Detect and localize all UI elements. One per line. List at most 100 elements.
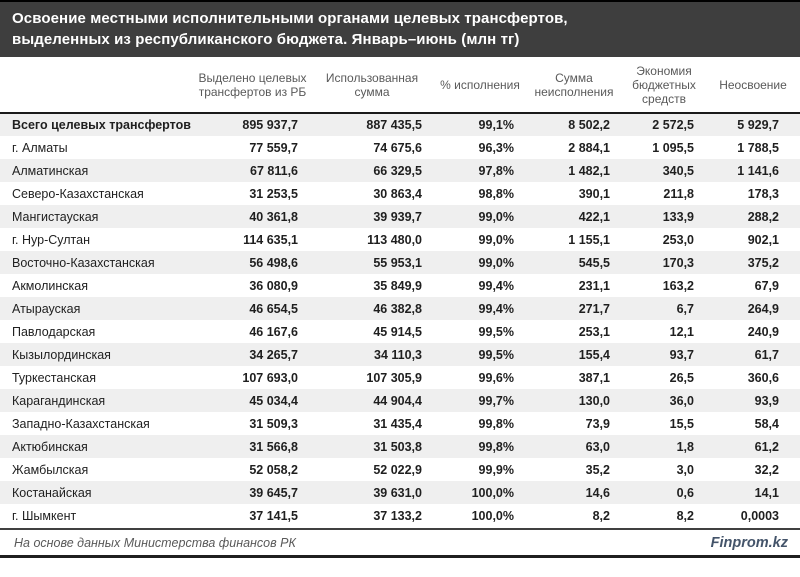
value-cell: 253,1 <box>578 324 610 339</box>
value-cell: 422,1 <box>578 209 610 224</box>
value-cell: 107 305,9 <box>366 370 422 385</box>
table-row: Костанайская 39 645,7 39 631,0 100,0% 14,6 0,… <box>0 481 800 504</box>
value-cell: 114 635,1 <box>243 232 298 247</box>
value-cell: 98,8% <box>478 186 514 201</box>
table-row: Восточно-Казахстанская 56 498,6 55 953,1 99… <box>0 251 800 274</box>
table-row: Мангистауская 40 361,8 39 939,7 99,0% 422,1 1… <box>0 205 800 228</box>
value-cell: 887 435,5 <box>366 118 422 132</box>
table-row: Карагандинская 45 034,4 44 904,4 99,7% 130,0… <box>0 389 800 412</box>
column-header: Неосвоение <box>706 57 800 114</box>
value-cell: 390,1 <box>578 186 610 201</box>
value-cell: 155,4 <box>578 347 610 362</box>
region-cell: Павлодарская <box>12 324 96 339</box>
value-cell: 902,1 <box>747 232 779 247</box>
value-cell: 61,7 <box>754 347 779 362</box>
value-cell: 99,5% <box>478 324 514 339</box>
value-cell: 99,4% <box>478 301 514 316</box>
value-cell: 99,1% <box>478 118 514 132</box>
region-cell: г. Шымкент <box>12 508 77 523</box>
value-cell: 100,0% <box>471 485 514 500</box>
table-row: г. Алматы 77 559,7 74 675,6 96,3% 2 884,1 1 0… <box>0 136 800 159</box>
value-cell: 1 482,1 <box>568 163 610 178</box>
table-row: Кызылординская 34 265,7 34 110,3 99,5% 155,4… <box>0 343 800 366</box>
value-cell: 31 435,4 <box>373 416 422 431</box>
column-header: Использованная сумма <box>310 57 434 114</box>
value-cell: 271,7 <box>578 301 610 316</box>
table-row: г. Нур-Султан 114 635,1 113 480,0 99,0% 1 15… <box>0 228 800 251</box>
value-cell: 133,9 <box>662 209 694 224</box>
value-cell: 264,9 <box>747 301 779 316</box>
value-cell: 211,8 <box>663 186 694 201</box>
brand-logo: Finprom.kz <box>710 534 788 551</box>
value-cell: 74 675,6 <box>373 140 422 155</box>
value-cell: 1 155,1 <box>568 232 610 247</box>
column-header: Выделено целевых трансфертов из РБ <box>195 57 310 114</box>
table-row: Павлодарская 46 167,6 45 914,5 99,5% 253,1 12… <box>0 320 800 343</box>
column-header: % исполнения <box>434 57 526 114</box>
value-cell: 52 022,9 <box>373 462 422 477</box>
region-cell: Акмолинская <box>12 278 88 293</box>
value-cell: 12,1 <box>669 324 694 339</box>
value-cell: 163,2 <box>662 278 694 293</box>
page-title-line-2: выделенных из республиканского бюджета. … <box>12 31 520 48</box>
value-cell: 2 884,1 <box>568 140 610 155</box>
value-cell: 77 559,7 <box>249 140 298 155</box>
page-title-line-1: Освоение местными исполнительными органа… <box>12 10 568 27</box>
table-header-row: Выделено целевых трансфертов из РБ Исполь… <box>0 57 800 114</box>
region-cell: г. Алматы <box>12 140 68 155</box>
value-cell: 1 788,5 <box>737 140 779 155</box>
value-cell: 360,6 <box>747 370 779 385</box>
value-cell: 99,6% <box>478 370 514 385</box>
region-cell: Мангистауская <box>12 209 99 224</box>
region-cell: Восточно-Казахстанская <box>12 255 155 270</box>
transfers-table: Выделено целевых трансфертов из РБ Исполь… <box>0 57 800 527</box>
value-cell: 99,0% <box>478 232 514 247</box>
value-cell: 99,0% <box>478 209 514 224</box>
value-cell: 8 502,2 <box>568 118 610 132</box>
value-cell: 8,2 <box>592 508 610 523</box>
region-cell: Туркестанская <box>12 370 96 385</box>
table-row: Жамбылская 52 058,2 52 022,9 99,9% 35,2 3,0 32… <box>0 458 800 481</box>
value-cell: 14,6 <box>585 485 610 500</box>
value-cell: 15,5 <box>669 416 694 431</box>
value-cell: 31 509,3 <box>249 416 298 431</box>
value-cell: 3,0 <box>676 462 694 477</box>
value-cell: 253,0 <box>662 232 694 247</box>
value-cell: 895 937,7 <box>242 118 298 132</box>
value-cell: 99,9% <box>478 462 514 477</box>
column-header: Сумма неисполнения <box>526 57 622 114</box>
table-row: Туркестанская 107 693,0 107 305,9 99,6% 387,… <box>0 366 800 389</box>
value-cell: 56 498,6 <box>249 255 298 270</box>
title-bar: Освоение местными исполнительными органа… <box>0 0 800 57</box>
value-cell: 45 034,4 <box>249 393 298 408</box>
value-cell: 73,9 <box>585 416 610 431</box>
value-cell: 107 693,0 <box>242 370 298 385</box>
value-cell: 1,8 <box>676 439 694 454</box>
value-cell: 58,4 <box>754 416 779 431</box>
value-cell: 93,7 <box>669 347 694 362</box>
value-cell: 35,2 <box>585 462 610 477</box>
region-cell: г. Нур-Султан <box>12 232 90 247</box>
value-cell: 39 645,7 <box>249 485 298 500</box>
value-cell: 96,3% <box>478 140 514 155</box>
region-cell: Западно-Казахстанская <box>12 416 150 431</box>
value-cell: 6,7 <box>676 301 694 316</box>
value-cell: 46 382,8 <box>373 301 422 316</box>
value-cell: 99,4% <box>478 278 514 293</box>
value-cell: 240,9 <box>747 324 779 339</box>
value-cell: 32,2 <box>754 462 779 477</box>
value-cell: 1 141,6 <box>737 163 779 178</box>
value-cell: 93,9 <box>754 393 779 408</box>
value-cell: 130,0 <box>578 393 610 408</box>
value-cell: 113 480,0 <box>367 232 422 247</box>
value-cell: 288,2 <box>747 209 779 224</box>
value-cell: 97,8% <box>478 163 514 178</box>
value-cell: 99,5% <box>478 347 514 362</box>
value-cell: 31 253,5 <box>249 186 298 201</box>
value-cell: 35 849,9 <box>373 278 422 293</box>
value-cell: 37 133,2 <box>373 508 422 523</box>
value-cell: 66 329,5 <box>373 163 422 178</box>
column-header: Экономия бюджетных средств <box>622 57 706 114</box>
value-cell: 231,1 <box>578 278 610 293</box>
value-cell: 61,2 <box>754 439 779 454</box>
